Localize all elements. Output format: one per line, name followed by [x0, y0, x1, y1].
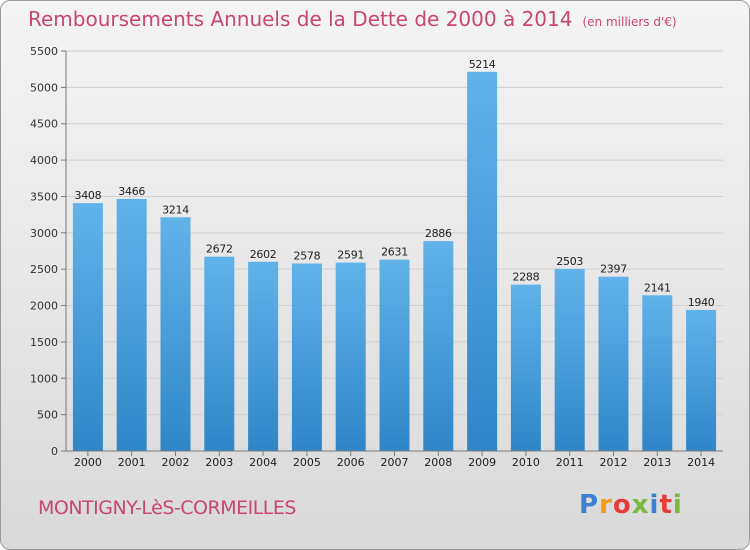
y-tick-label: 1500	[30, 336, 58, 349]
proxiti-logo: Proxiti	[579, 490, 683, 520]
x-tick-label: 2002	[162, 456, 190, 469]
x-tick-label: 2014	[687, 456, 715, 469]
bar-value-label: 3408	[75, 189, 102, 202]
x-tick-label: 2000	[74, 456, 102, 469]
bar-2009	[467, 71, 498, 452]
y-tick-label: 1000	[30, 372, 58, 385]
axes: 0 500 1000 1500 2000 2500 3000 3500 4000 4500 5000…	[30, 45, 723, 469]
y-tick-label: 2000	[30, 300, 58, 313]
x-tick-label: 2008	[424, 456, 452, 469]
x-tick-label: 2007	[381, 456, 409, 469]
bar-2008	[423, 241, 454, 451]
y-tick-label: 5000	[30, 81, 58, 94]
logo-letter: o	[612, 490, 632, 520]
logo-letter: i	[672, 490, 683, 520]
y-tick-label: 3000	[30, 227, 58, 240]
bar-2001	[116, 198, 147, 451]
bar-value-label: 2503	[556, 255, 583, 268]
bar-2010	[510, 284, 541, 451]
bar-value-label: 2631	[381, 246, 408, 259]
bar-2004	[248, 261, 279, 451]
chart-title: Remboursements Annuels de la Dette de 20…	[28, 7, 677, 31]
bar-value-label: 2886	[425, 227, 452, 240]
x-tick-label: 2004	[249, 456, 277, 469]
y-tick-label: 4500	[30, 118, 58, 131]
bar-value-label: 2578	[294, 250, 321, 263]
x-tick-label: 2010	[512, 456, 540, 469]
city-name: MONTIGNY-LèS-CORMEILLES	[38, 497, 296, 519]
x-tick-label: 2001	[118, 456, 146, 469]
bar-2011	[554, 268, 585, 451]
logo-letter: i	[649, 490, 660, 520]
bar-2005	[291, 263, 322, 451]
y-tick-label: 500	[37, 409, 58, 422]
bar-2013	[642, 295, 673, 451]
y-tick-label: 2500	[30, 263, 58, 276]
logo-letter: t	[659, 490, 673, 520]
y-tick-label: 4000	[30, 154, 58, 167]
bar-value-label: 5214	[469, 58, 496, 71]
bar-value-label: 3214	[162, 203, 189, 216]
y-tick-label: 5500	[30, 45, 58, 58]
bar-2006	[335, 262, 366, 451]
bar-value-label: 2672	[206, 243, 233, 256]
chart-unit: (en milliers d'€)	[582, 15, 677, 29]
bar-2007	[379, 259, 410, 451]
x-tick-label: 2009	[468, 456, 496, 469]
bar-value-label: 2141	[644, 281, 671, 294]
bar-value-label: 2602	[250, 248, 277, 261]
bar-2012	[598, 276, 629, 451]
x-tick-label: 2006	[337, 456, 365, 469]
x-tick-label: 2011	[556, 456, 584, 469]
y-tick-label: 3500	[30, 190, 58, 203]
bar-value-label: 2397	[600, 263, 627, 276]
bar-2014	[686, 309, 717, 451]
bar-value-label: 2288	[513, 271, 540, 284]
logo-letter: r	[599, 490, 613, 520]
x-tick-label: 2013	[643, 456, 671, 469]
chart-title-text: Remboursements Annuels de la Dette de 20…	[28, 7, 573, 31]
bar-2003	[204, 256, 235, 451]
x-tick-label: 2012	[600, 456, 628, 469]
bar-2002	[160, 217, 191, 451]
bar-2000	[72, 203, 103, 451]
x-tick-label: 2005	[293, 456, 321, 469]
bar-value-label: 3466	[118, 185, 145, 198]
logo-letter: x	[631, 490, 650, 520]
bar-value-label: 1940	[688, 296, 715, 309]
logo-letter: P	[579, 490, 600, 520]
y-tick-label: 0	[51, 445, 58, 458]
bar-value-label: 2591	[337, 249, 364, 262]
bars: 3408 3466 3214 2672 2602 2578 2591 2631 2886 5214…	[72, 58, 717, 452]
x-tick-label: 2003	[205, 456, 233, 469]
